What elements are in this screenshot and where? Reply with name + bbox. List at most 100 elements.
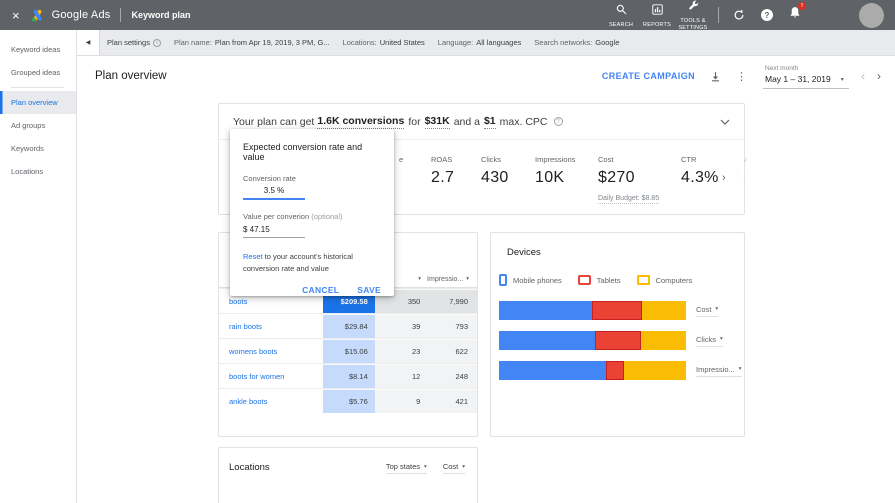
info-icon: i (152, 38, 161, 47)
cost-metric-dropdown[interactable]: Cost ▾ (696, 305, 719, 317)
sidebar-item-locations[interactable]: Locations (11, 167, 44, 176)
devices-legend: Mobile phones Tablets Computers (499, 274, 734, 286)
impressions-cell: 793 (429, 314, 477, 338)
create-campaign-button[interactable]: CREATE CAMPAIGN (601, 71, 695, 81)
sidebar-item-grouped-ideas[interactable]: Grouped ideas (11, 68, 61, 77)
metric-value: $270 (598, 169, 635, 186)
locations-card-title: Locations (229, 462, 270, 473)
help-circle-icon[interactable]: ? (553, 117, 563, 126)
account-avatar[interactable] (859, 2, 884, 28)
bell-icon (789, 6, 801, 24)
previous-period-button[interactable]: ‹ (861, 69, 865, 83)
top-states-dropdown[interactable]: Top states ▾ (385, 462, 427, 474)
keyword-link[interactable]: rain boots (229, 321, 262, 331)
clicks-cell: 12 (374, 364, 430, 388)
banner-cost-value[interactable]: $31K (424, 114, 450, 129)
metrics-scroll-right-button[interactable]: › (722, 172, 726, 184)
metric-label: Impressions (535, 155, 576, 164)
close-icon[interactable]: × (12, 7, 20, 23)
dropdown-caret-icon: ▾ (720, 336, 723, 342)
dropdown-caret-icon: ▾ (715, 306, 719, 312)
devices-bar-row: Impressio... ▾ (499, 361, 742, 380)
daily-budget-note[interactable]: Daily Budget: $8.85 (598, 195, 660, 204)
metric-impressions: Impressions 10K (535, 155, 575, 187)
keyword-link[interactable]: boots for women (229, 371, 285, 381)
page-body: Keyword ideas Grouped ideas Plan overvie… (0, 30, 895, 503)
metric-ctr: CTR 4.3% (681, 155, 719, 187)
refresh-button[interactable] (727, 9, 751, 21)
cost-cell[interactable]: $8.14 (323, 364, 375, 388)
reset-link[interactable]: Reset (243, 252, 263, 261)
impressions-stacked-bar (499, 361, 686, 380)
keyword-link[interactable]: boots (229, 296, 248, 306)
chevron-down-icon (720, 119, 730, 125)
banner-conversions-value[interactable]: 1.6K conversions (317, 114, 405, 129)
legend-tablets: Tablets (577, 275, 621, 285)
dropdown-caret-icon: ▾ (462, 463, 465, 470)
download-button[interactable] (710, 71, 721, 82)
appbar-divider (120, 8, 122, 22)
reports-nav-button[interactable]: REPORTS (640, 2, 674, 29)
plan-language-item[interactable]: Language: All languages (438, 38, 522, 47)
date-range-selector[interactable]: Next month May 1 – 31, 2019 ▾ (763, 63, 849, 89)
banner-collapse-button[interactable] (720, 119, 730, 125)
tools-settings-nav-button[interactable]: TOOLS & SETTINGS (676, 0, 710, 32)
banner-max-cpc-value[interactable]: $1 (483, 114, 496, 129)
google-ads-logo-icon (30, 8, 45, 23)
clicks-sort-dropdown-icon: ▾ (418, 276, 421, 282)
help-button[interactable]: ? (755, 9, 779, 21)
conversion-rate-input[interactable]: 3.5 % (243, 183, 305, 200)
metric-label: Clicks (481, 155, 501, 164)
tablet-icon (577, 275, 591, 285)
next-period-button[interactable]: › (877, 69, 881, 83)
cancel-button[interactable]: CANCEL (302, 285, 340, 296)
notifications-button[interactable]: ! (783, 2, 807, 24)
sidebar-item-plan-overview[interactable]: Plan overview (0, 91, 76, 114)
app-bar: × Google Ads Keyword plan SEARCH RE (0, 0, 895, 32)
impressions-cell: 248 (429, 364, 477, 388)
banner-text-3: and a (453, 115, 480, 128)
clicks-cell: 23 (374, 339, 430, 363)
more-options-button[interactable]: ⋮ (736, 70, 747, 83)
cost-cell[interactable]: $29.84 (323, 314, 375, 338)
dropdown-label: Clicks (696, 334, 716, 344)
locations-metric-dropdown[interactable]: Cost ▾ (442, 462, 465, 474)
clicks-cell: 9 (374, 389, 430, 413)
search-nav-button[interactable]: SEARCH (604, 2, 638, 29)
save-button[interactable]: SAVE (357, 285, 381, 296)
clicks-stacked-bar (499, 331, 686, 350)
clicks-metric-dropdown[interactable]: Clicks ▾ (696, 335, 723, 347)
plan-locations-item[interactable]: Locations: United States (343, 38, 425, 47)
sidebar-item-keyword-ideas[interactable]: Keyword ideas (11, 45, 61, 54)
plan-name-value: Plan from Apr 19, 2019, 3 PM, G... (214, 38, 330, 47)
keyword-link[interactable]: ankle boots (229, 396, 268, 406)
reports-nav-label: REPORTS (643, 21, 671, 28)
dialog-title: Expected conversion rate and value (243, 142, 363, 162)
collapse-icon: ◀ (85, 40, 91, 46)
sidebar-item-keywords[interactable]: Keywords (11, 144, 44, 153)
tools-settings-nav-label: TOOLS & SETTINGS (678, 18, 708, 31)
plan-name-item[interactable]: Plan name: Plan from Apr 19, 2019, 3 PM,… (174, 38, 330, 47)
collapse-panel-button[interactable]: ◀ (77, 30, 100, 55)
plan-networks-value: Google (595, 38, 620, 47)
reset-note-text: to your account’s historical conversion … (243, 252, 353, 273)
reset-note: Reset to your account’s historical conve… (243, 251, 367, 274)
impressions-column-header[interactable]: Impressio... ▾ (427, 276, 477, 283)
sidebar-item-ad-groups[interactable]: Ad groups (11, 121, 46, 130)
value-per-conversion-input[interactable]: $ 47.15 (243, 222, 305, 238)
banner-text: Your plan can get (233, 115, 315, 128)
value-label-text: Value per converion (243, 212, 310, 221)
clicks-column-header[interactable]: ▾ (375, 276, 430, 282)
plan-locations-value: United States (379, 38, 425, 47)
impressions-cell: 7,990 (429, 289, 477, 313)
search-icon (616, 2, 627, 20)
impressions-metric-dropdown[interactable]: Impressio... ▾ (696, 365, 742, 377)
cost-cell[interactable]: $15.06 (323, 339, 375, 363)
plan-settings-link[interactable]: Plan settings i (107, 38, 161, 47)
plan-networks-item[interactable]: Search networks: Google (534, 38, 619, 47)
page-header: Plan overview CREATE CAMPAIGN ⋮ Next mon… (77, 56, 895, 96)
date-dropdown-icon: ▾ (840, 76, 844, 83)
notification-badge: ! (798, 2, 806, 10)
keyword-link[interactable]: womens boots (229, 346, 278, 356)
cost-cell[interactable]: $5.76 (323, 389, 375, 413)
